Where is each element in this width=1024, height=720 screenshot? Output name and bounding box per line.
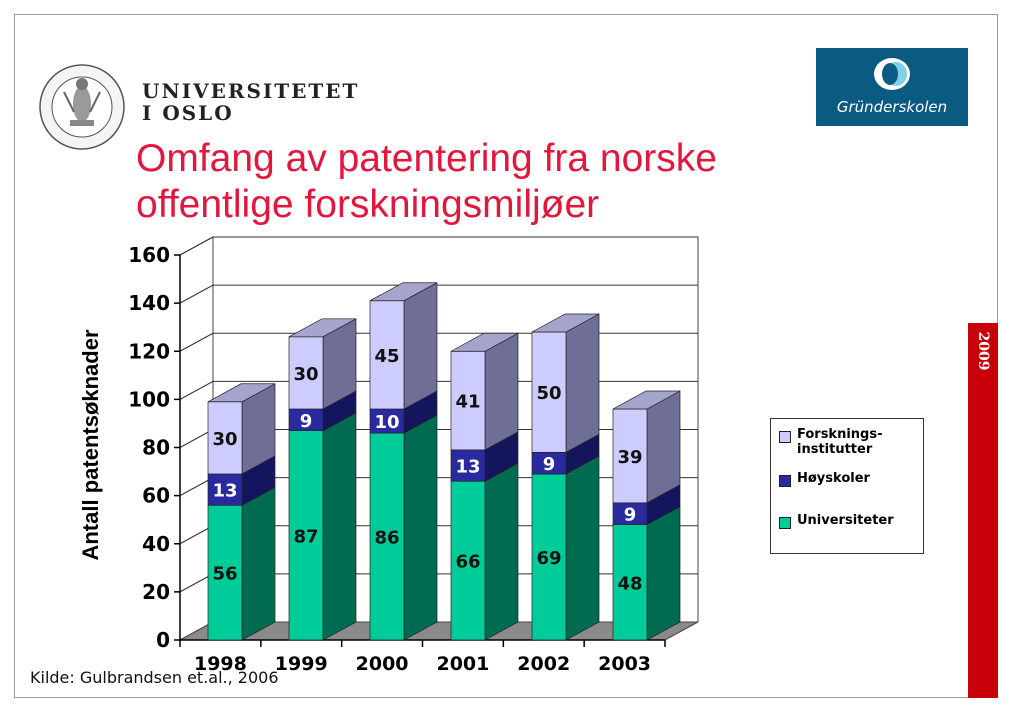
y-tick-label: 20 (142, 580, 170, 604)
year-strip: 2009 (968, 323, 998, 698)
bar-segment (207, 401, 243, 475)
legend-label-hoyskoler: Høyskoler (797, 471, 870, 486)
logo-swirl-icon (874, 58, 910, 90)
y-tick-label: 40 (142, 532, 170, 556)
bar-segment (288, 430, 324, 641)
bar-segment (450, 480, 486, 641)
gridline-side (179, 477, 214, 497)
bar-segment (612, 408, 648, 504)
data-label: 50 (536, 383, 561, 404)
data-label: 69 (536, 548, 561, 569)
source-citation: Kilde: Gulbrandsen et.al., 2006 (30, 668, 279, 687)
x-tick-label: 2000 (356, 653, 409, 675)
bar-top (207, 383, 276, 403)
gridline-side (179, 573, 214, 593)
y-tick-label: 80 (142, 436, 170, 460)
data-label: 66 (455, 552, 480, 573)
bar-top (531, 313, 600, 333)
x-tick-label: 2001 (436, 653, 489, 675)
data-label: 30 (212, 429, 237, 450)
gridline-side (179, 380, 214, 400)
bar-segment (207, 504, 243, 641)
university-seal-icon (39, 64, 125, 150)
bar-segment (612, 524, 648, 641)
x-tick-label: 2003 (598, 653, 651, 675)
data-label: 86 (374, 528, 399, 549)
data-label: 9 (300, 411, 313, 432)
university-name-line2: I OSLO (142, 101, 234, 125)
data-label: 39 (617, 447, 642, 468)
bar-segment (369, 432, 405, 641)
slide-title-line2: offentlige forskningsmiljøer (136, 183, 600, 226)
bar-side (484, 462, 519, 641)
bar-side (484, 332, 519, 451)
bar-side (565, 313, 600, 453)
data-label: 30 (293, 364, 318, 385)
bar-side (322, 412, 357, 641)
bar-segment (288, 336, 324, 410)
chart-legend: Forsknings- institutter Høyskoler Univer… (770, 418, 924, 554)
bar-side (241, 486, 276, 641)
y-tick-label: 100 (128, 387, 170, 411)
bar-side (565, 455, 600, 641)
data-label: 13 (455, 457, 480, 478)
slide-title-line1: Omfang av patentering fra norske (136, 137, 717, 180)
legend-swatch-forskningsinstitutter (779, 431, 791, 443)
bar-side (646, 505, 681, 641)
legend-label-forsk-line2: institutter (797, 442, 873, 457)
x-tick-label: 1999 (275, 653, 328, 675)
slide-title: Omfang av patentering fra norske offentl… (136, 136, 856, 228)
legend-swatch-universiteter (779, 517, 791, 529)
data-label: 45 (374, 346, 399, 367)
x-tick-label: 1998 (194, 653, 247, 675)
gridline-side (179, 284, 214, 304)
gridline-side (179, 429, 214, 448)
bar-side (646, 390, 681, 504)
logo-text: Gründerskolen (836, 98, 948, 116)
gridline-side (179, 525, 214, 545)
bar-top (369, 282, 438, 302)
bar-segment (450, 350, 486, 451)
gridline-side (179, 236, 214, 256)
bar-segment (369, 408, 405, 434)
legend-label-forsk-line1: Forsknings- (797, 427, 883, 442)
bar-side (403, 414, 438, 641)
legend-label-universiteter: Universiteter (797, 513, 894, 528)
legend-label-forskningsinstitutter: Forsknings- institutter (797, 427, 927, 457)
bar-segment (531, 473, 567, 641)
bar-top (450, 332, 519, 352)
x-tick-label: 2002 (517, 653, 570, 675)
bar-segment (369, 300, 405, 410)
bar-segment (207, 473, 243, 506)
bar-side (403, 282, 438, 410)
grunderskolen-logo: Gründerskolen (816, 48, 968, 126)
y-tick-label: 160 (128, 243, 170, 267)
y-tick-label: 120 (128, 339, 170, 363)
university-name-line1: UNIVERSITETET (142, 79, 360, 103)
data-label: 56 (212, 564, 237, 585)
data-label: 13 (212, 481, 237, 502)
gridline-side (179, 332, 214, 352)
year-strip-label: 2009 (975, 331, 991, 371)
data-label: 48 (617, 573, 642, 594)
y-axis-title: Antall patentsøknader (78, 329, 103, 560)
data-label: 9 (543, 454, 556, 475)
data-label: 9 (624, 505, 637, 526)
y-tick-label: 0 (156, 628, 170, 652)
data-label: 10 (374, 412, 399, 433)
university-name: UNIVERSITETET I OSLO (142, 80, 359, 124)
data-label: 87 (293, 526, 318, 547)
y-tick-label: 60 (142, 484, 170, 508)
y-tick-label: 140 (128, 291, 170, 315)
bar-top (612, 390, 681, 410)
data-label: 41 (455, 392, 480, 413)
bar-top (288, 318, 357, 338)
legend-swatch-hoyskoler (779, 475, 791, 487)
